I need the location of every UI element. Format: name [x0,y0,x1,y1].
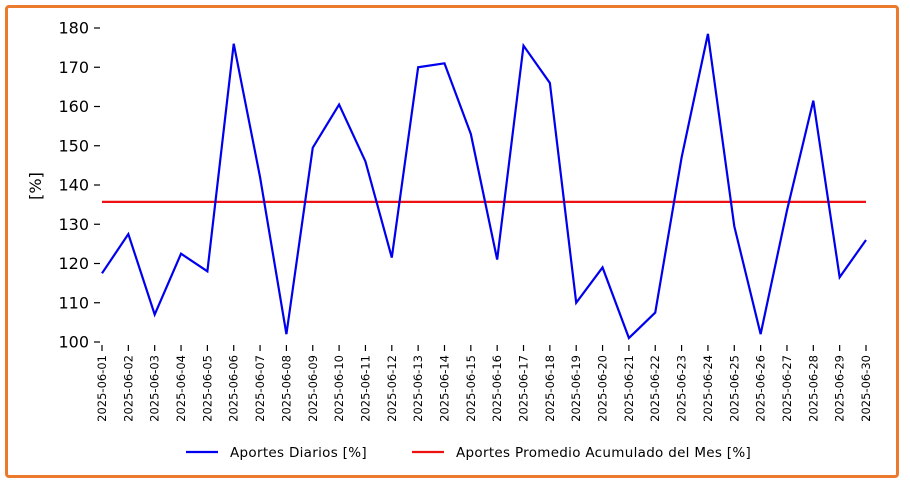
y-axis: 100 110 120 130 140 150 160 170 180 [58,19,100,352]
series-layer [101,33,867,341]
series-line-0 [101,33,867,341]
x-tick-label: 2025-06-19 [569,355,583,422]
x-tick-label: 2025-06-08 [279,355,293,422]
y-axis-label: [%] [26,172,45,200]
x-tick-label: 2025-06-02 [121,355,135,422]
x-tick-label: 2025-06-03 [148,355,162,422]
legend-label-0: Aportes Diarios [%] [230,445,367,461]
y-tick-label: 160 [58,97,89,116]
x-tick-label: 2025-06-07 [253,355,267,422]
x-tick-label: 2025-06-28 [806,355,820,422]
x-tick-label: 2025-06-29 [833,355,847,422]
x-tick-label: 2025-06-17 [517,355,531,422]
x-tick-label: 2025-06-13 [411,355,425,422]
y-tick-label: 110 [58,293,89,312]
x-tick-label: 2025-06-05 [200,355,214,422]
x-tick-label: 2025-06-09 [306,355,320,422]
y-tick-label: 130 [58,215,89,234]
x-axis: 2025-06-01 2025-06-02 2025-06-03 2025-06-04… [95,345,873,422]
x-tick-label: 2025-06-06 [227,355,241,422]
x-tick-label: 2025-06-14 [437,355,451,422]
legend-label-1: Aportes Promedio Acumulado del Mes [%] [456,445,751,461]
x-tick-label: 2025-06-11 [358,355,372,422]
y-tick-label: 150 [58,136,89,155]
x-tick-label: 2025-06-10 [332,355,346,422]
y-tick-label: 140 [58,176,89,195]
x-tick-label: 2025-06-30 [859,355,873,422]
x-tick-label: 2025-06-21 [622,355,636,422]
y-tick-label: 120 [58,254,89,273]
x-tick-label: 2025-06-18 [543,355,557,422]
y-tick-label: 170 [58,58,89,77]
x-tick-label: 2025-06-25 [727,355,741,422]
x-tick-label: 2025-06-26 [754,355,768,422]
y-tick-label: 100 [58,333,89,352]
y-tick-label: 180 [58,19,89,38]
legend: Aportes Diarios [%] Aportes Promedio Acum… [186,445,751,461]
x-tick-label: 2025-06-22 [648,355,662,422]
x-tick-label: 2025-06-01 [95,355,109,422]
x-tick-label: 2025-06-23 [675,355,689,422]
x-tick-label: 2025-06-16 [490,355,504,422]
x-tick-label: 2025-06-24 [701,355,715,422]
x-tick-label: 2025-06-20 [596,355,610,422]
x-tick-label: 2025-06-12 [385,355,399,422]
x-tick-label: 2025-06-15 [464,355,478,422]
x-tick-label: 2025-06-27 [780,355,794,422]
x-tick-label: 2025-06-04 [174,355,188,422]
